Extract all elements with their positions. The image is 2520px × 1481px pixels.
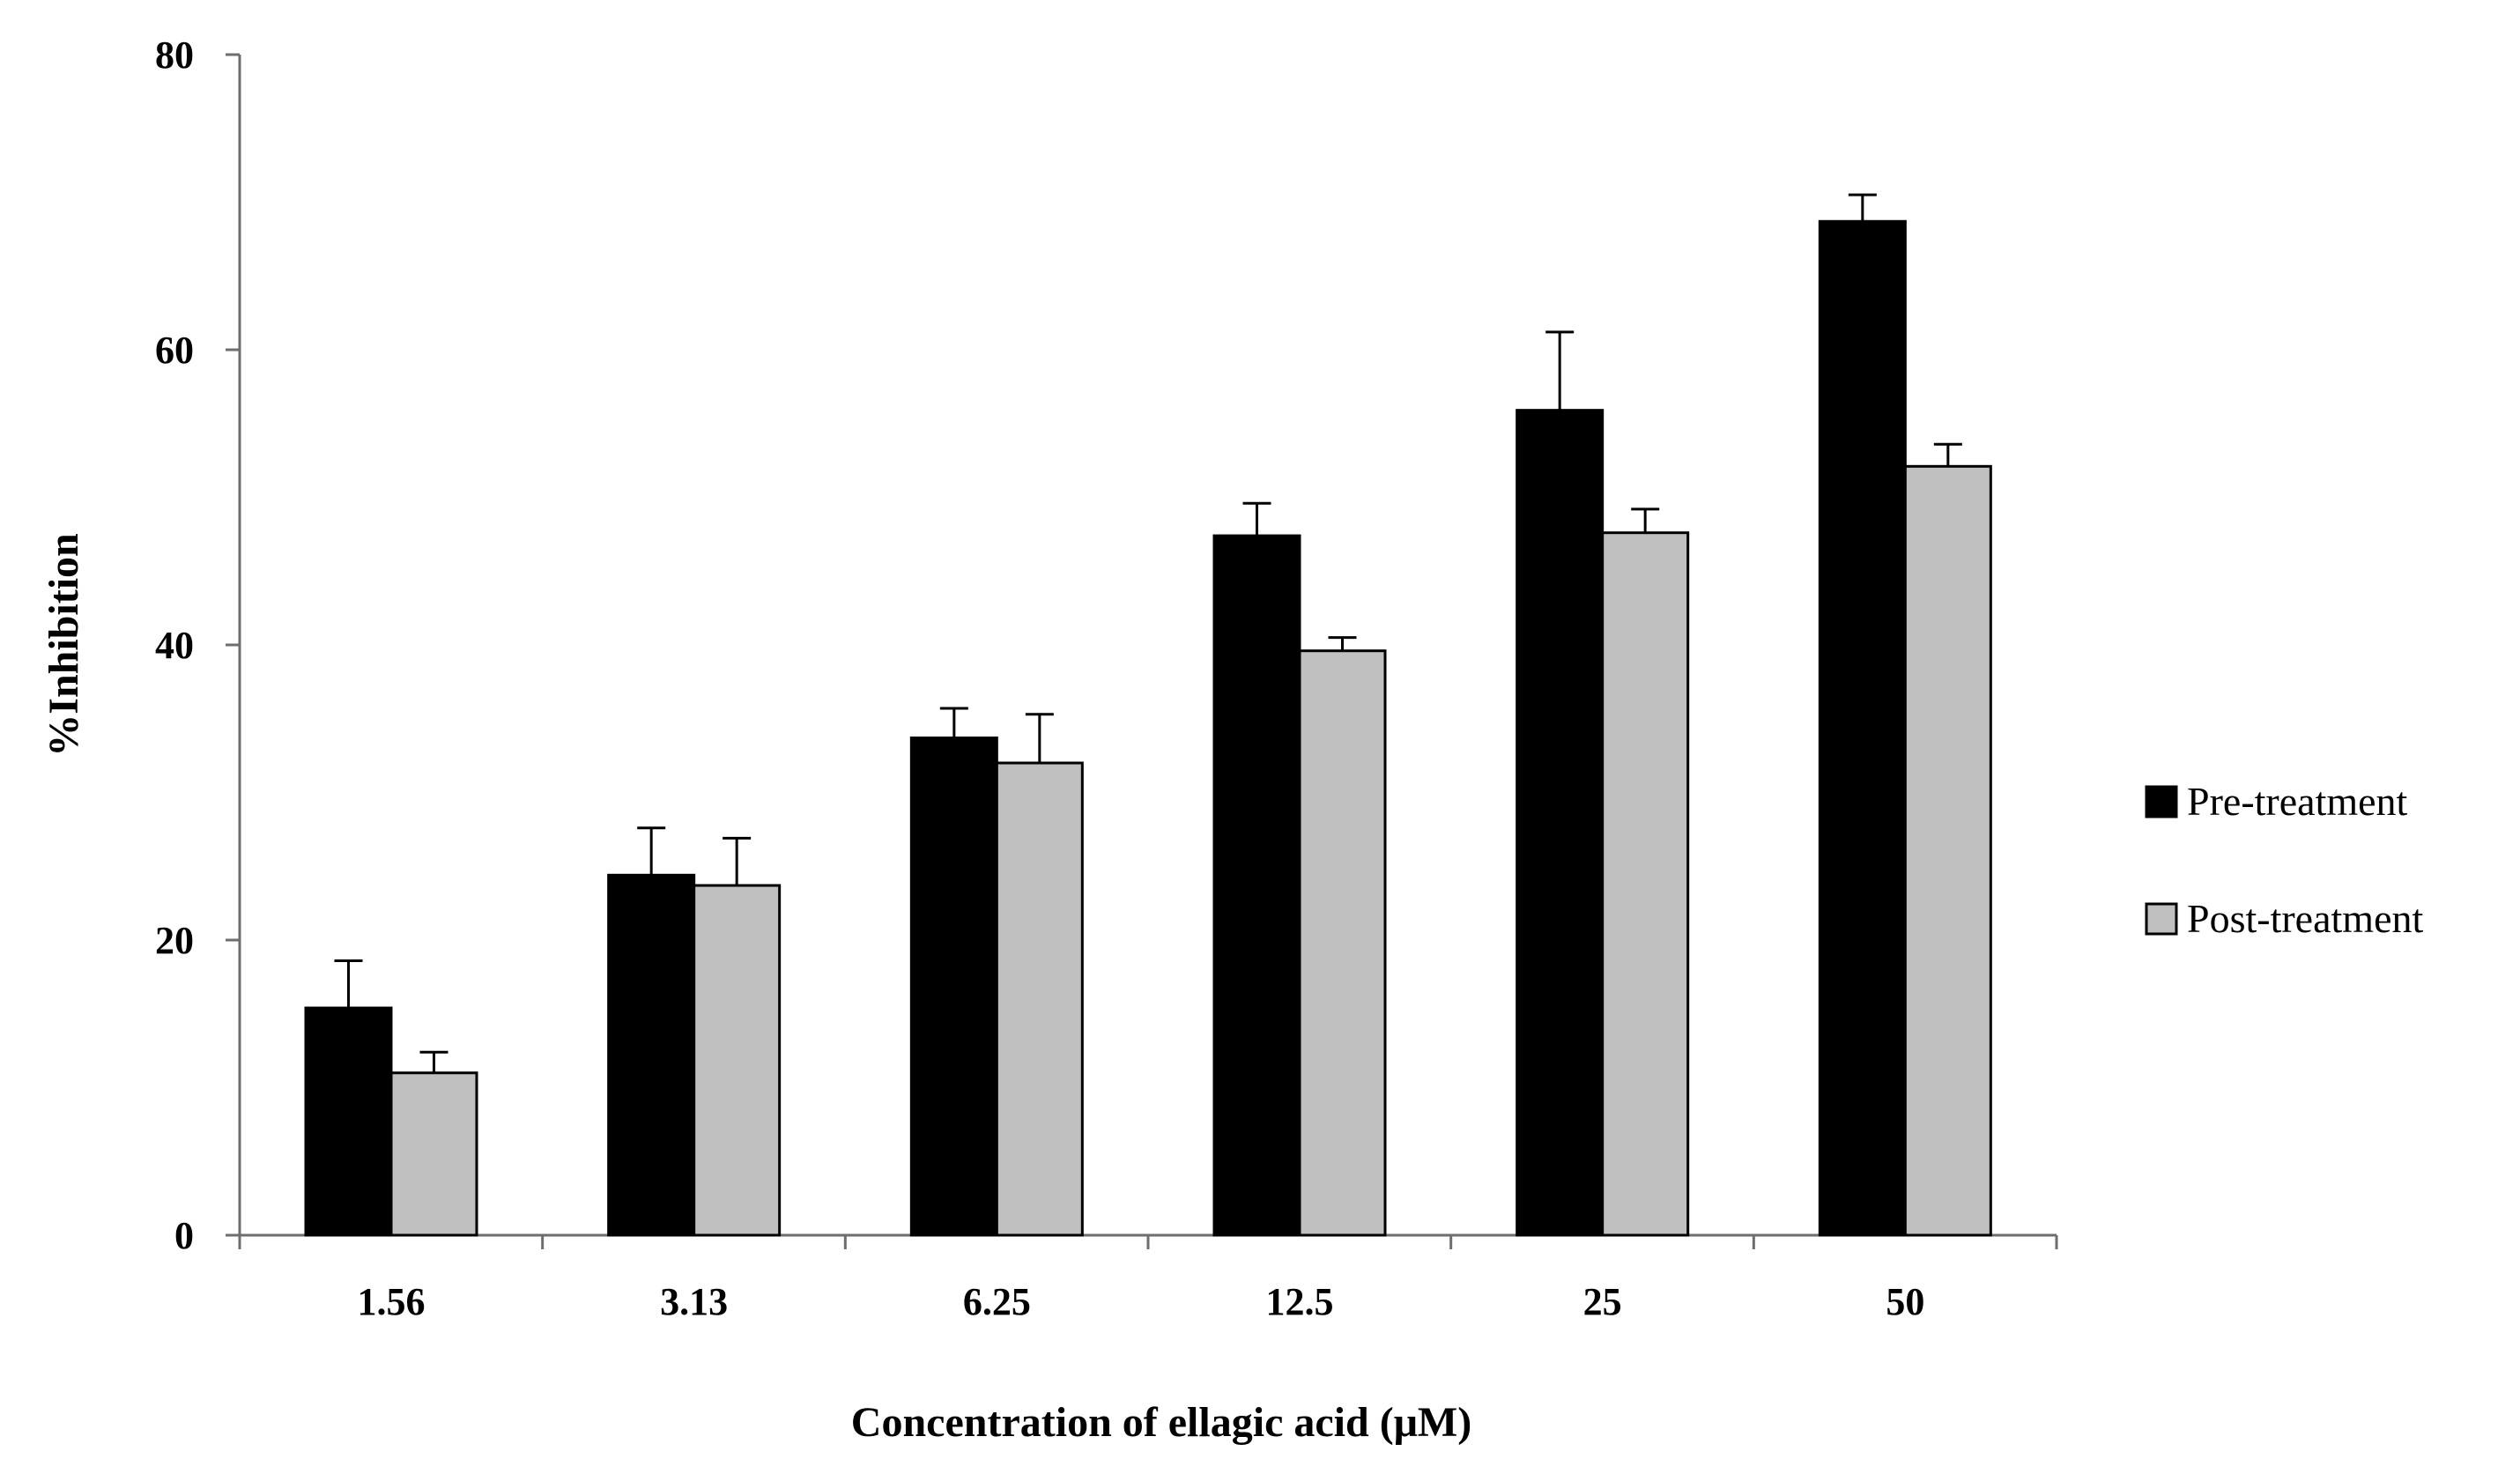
y-tick-label: 40 [155,624,194,667]
legend-label: Post-treatment [2187,896,2423,941]
bar-post-treatment-12-5 [1298,649,1387,1237]
x-axis-title: Concentration of ellagic acid (μM) [851,1399,1471,1446]
y-tick-label: 20 [155,919,194,962]
x-tick-label: 3.13 [660,1280,728,1323]
x-tick-label: 1.56 [358,1280,426,1323]
bar-pre-treatment-50 [1818,219,1907,1237]
x-tick-label: 6.25 [963,1280,1031,1323]
bar-pre-treatment-1-56 [304,1006,393,1237]
x-tick-label: 25 [1583,1280,1622,1323]
bar-post-treatment-3-13 [693,884,782,1237]
tick-labels: 0 20 40 60 80 1.56 3.13 6.25 12.5 25 50 [155,33,1924,1323]
bar-pre-treatment-3-13 [607,873,696,1237]
legend-swatch-pre-treatment [2145,785,2178,818]
bar-pre-treatment-25 [1516,409,1605,1237]
bar-post-treatment-6-25 [995,761,1084,1237]
bar-pre-treatment-12-5 [1212,534,1301,1237]
y-tick-label: 60 [155,329,194,372]
axes [226,53,2058,1249]
legend-label: Pre-treatment [2187,779,2408,824]
x-tick-label: 12.5 [1266,1280,1334,1323]
y-axis-title: %Inhibition [41,533,87,756]
legend-swatch-post-treatment [2145,902,2178,936]
bar-pre-treatment-6-25 [909,737,998,1237]
y-tick-label: 0 [174,1214,194,1257]
bars [304,219,1992,1237]
bar-post-treatment-50 [1903,464,1992,1237]
x-tick-label: 50 [1886,1280,1924,1323]
legend: Pre-treatment Post-treatment [2145,779,2423,941]
y-tick-label: 80 [155,33,194,77]
bar-post-treatment-1-56 [389,1071,478,1237]
error-bars [334,193,1962,1073]
bar-post-treatment-25 [1601,531,1690,1237]
